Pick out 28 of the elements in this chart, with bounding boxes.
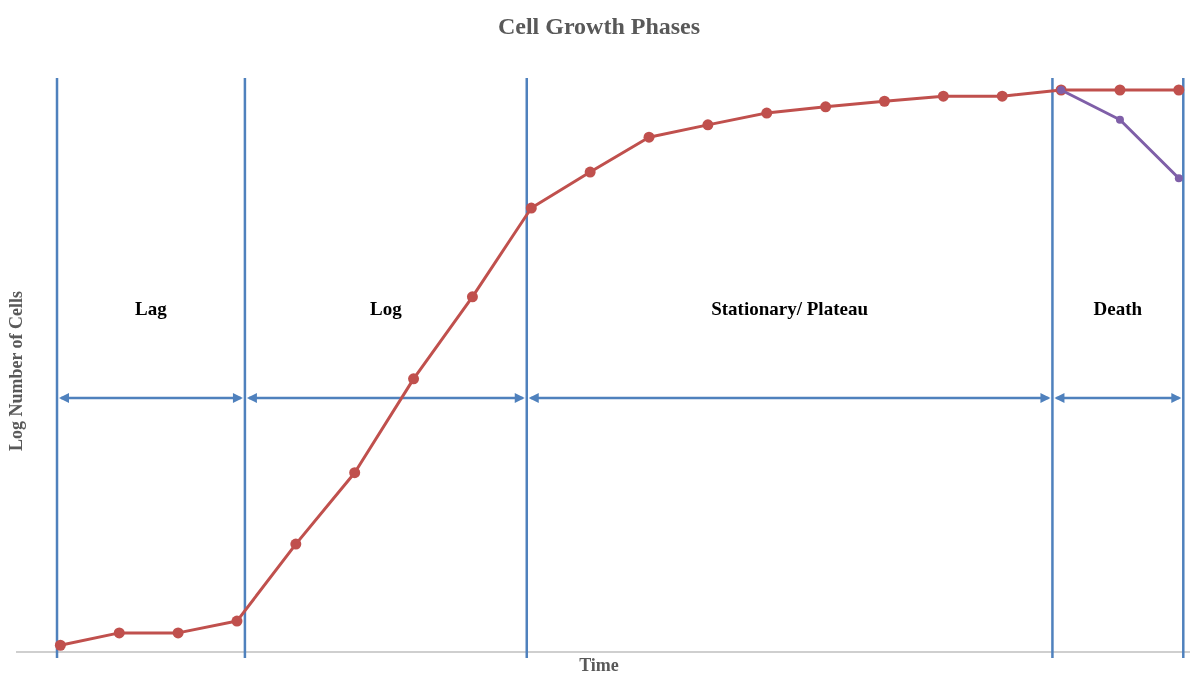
point: [878, 95, 890, 107]
point: [1174, 174, 1183, 183]
point: [643, 131, 655, 143]
point: [702, 119, 714, 131]
point: [996, 90, 1008, 102]
point: [584, 166, 596, 178]
point: [1115, 115, 1124, 124]
point: [1173, 84, 1185, 96]
point: [290, 538, 302, 550]
point: [820, 101, 832, 113]
point: [408, 373, 420, 385]
x-axis-title: Time: [579, 655, 619, 675]
point: [113, 627, 125, 639]
point: [172, 627, 184, 639]
point: [761, 107, 773, 119]
point: [525, 202, 537, 214]
chart-title: Cell Growth Phases: [497, 13, 701, 39]
annotation: Death: [1093, 297, 1143, 319]
point: [466, 291, 478, 303]
point: [54, 639, 66, 651]
point: [1114, 84, 1126, 96]
annotation: Lag: [135, 297, 168, 319]
y-axis-title: Log Number of Cells: [6, 290, 26, 452]
point: [349, 467, 361, 479]
annotation: Log: [369, 297, 403, 319]
annotation: Stationary/ Plateau: [711, 297, 869, 319]
point: [231, 615, 243, 627]
point: [937, 90, 949, 102]
